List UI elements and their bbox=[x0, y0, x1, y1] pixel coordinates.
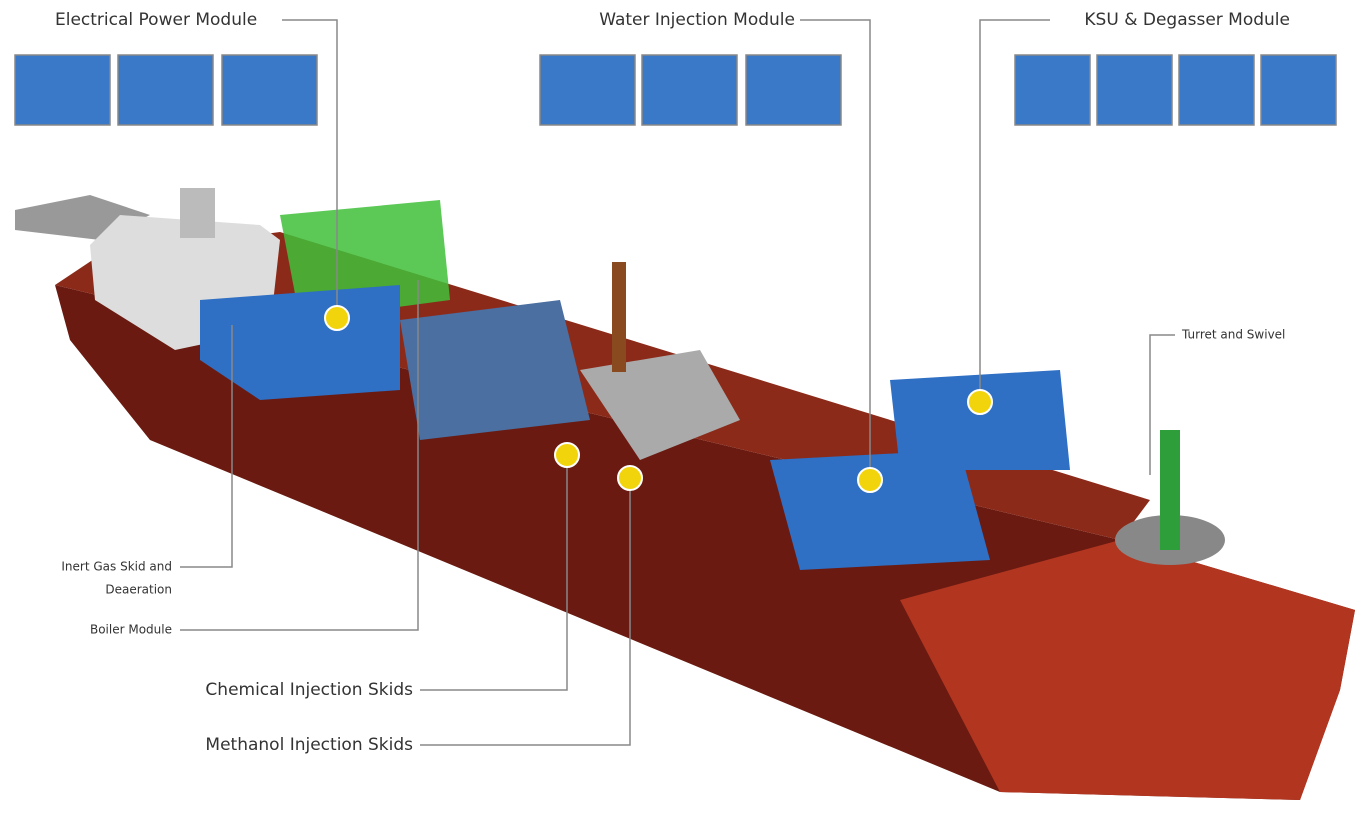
marker bbox=[617, 465, 643, 491]
thumbnail bbox=[1014, 54, 1091, 126]
label: Boiler Module bbox=[90, 623, 172, 637]
label: Methanol Injection Skids bbox=[205, 735, 413, 755]
label: KSU & Degasser Module bbox=[1084, 10, 1290, 30]
flare bbox=[612, 262, 626, 372]
markers bbox=[324, 305, 993, 493]
thumbnail bbox=[14, 54, 111, 126]
callout-line bbox=[180, 280, 419, 631]
thumbnail bbox=[641, 54, 738, 126]
thumbnail bbox=[117, 54, 214, 126]
marker bbox=[324, 305, 350, 331]
callout-line bbox=[1149, 334, 1175, 475]
thumbnail bbox=[1178, 54, 1255, 126]
thumbnail bbox=[745, 54, 842, 126]
turret bbox=[1160, 430, 1180, 550]
bow bbox=[900, 540, 1355, 800]
boiler-structure bbox=[280, 200, 450, 320]
callout-lines bbox=[180, 19, 1175, 746]
water-module bbox=[770, 450, 990, 570]
equipment bbox=[400, 300, 590, 440]
callout-line bbox=[800, 19, 871, 478]
callout-line bbox=[420, 455, 568, 691]
label: Turret and Swivel bbox=[1181, 328, 1285, 342]
marker bbox=[857, 467, 883, 493]
callout-line bbox=[420, 478, 631, 746]
thumbnail bbox=[1260, 54, 1337, 126]
label: Water Injection Module bbox=[599, 10, 795, 30]
marker bbox=[554, 442, 580, 468]
label: Electrical Power Module bbox=[55, 10, 257, 30]
ksu-module bbox=[890, 370, 1070, 470]
thumbnail bbox=[539, 54, 636, 126]
label: Deaeration bbox=[105, 583, 172, 597]
chemical-area bbox=[580, 350, 740, 460]
label: Inert Gas Skid and bbox=[61, 560, 172, 574]
callout-line bbox=[282, 19, 338, 315]
ship bbox=[15, 188, 1355, 800]
callout-line bbox=[979, 19, 1050, 400]
thumbnails bbox=[14, 54, 1337, 126]
labels: Electrical Power Module Water Injection … bbox=[55, 10, 1290, 755]
marker bbox=[967, 389, 993, 415]
callout-line bbox=[180, 325, 233, 568]
funnel bbox=[180, 188, 215, 238]
label: Chemical Injection Skids bbox=[205, 680, 413, 700]
thumbnail bbox=[221, 54, 318, 126]
thumbnail bbox=[1096, 54, 1173, 126]
electrical-module bbox=[200, 285, 400, 400]
